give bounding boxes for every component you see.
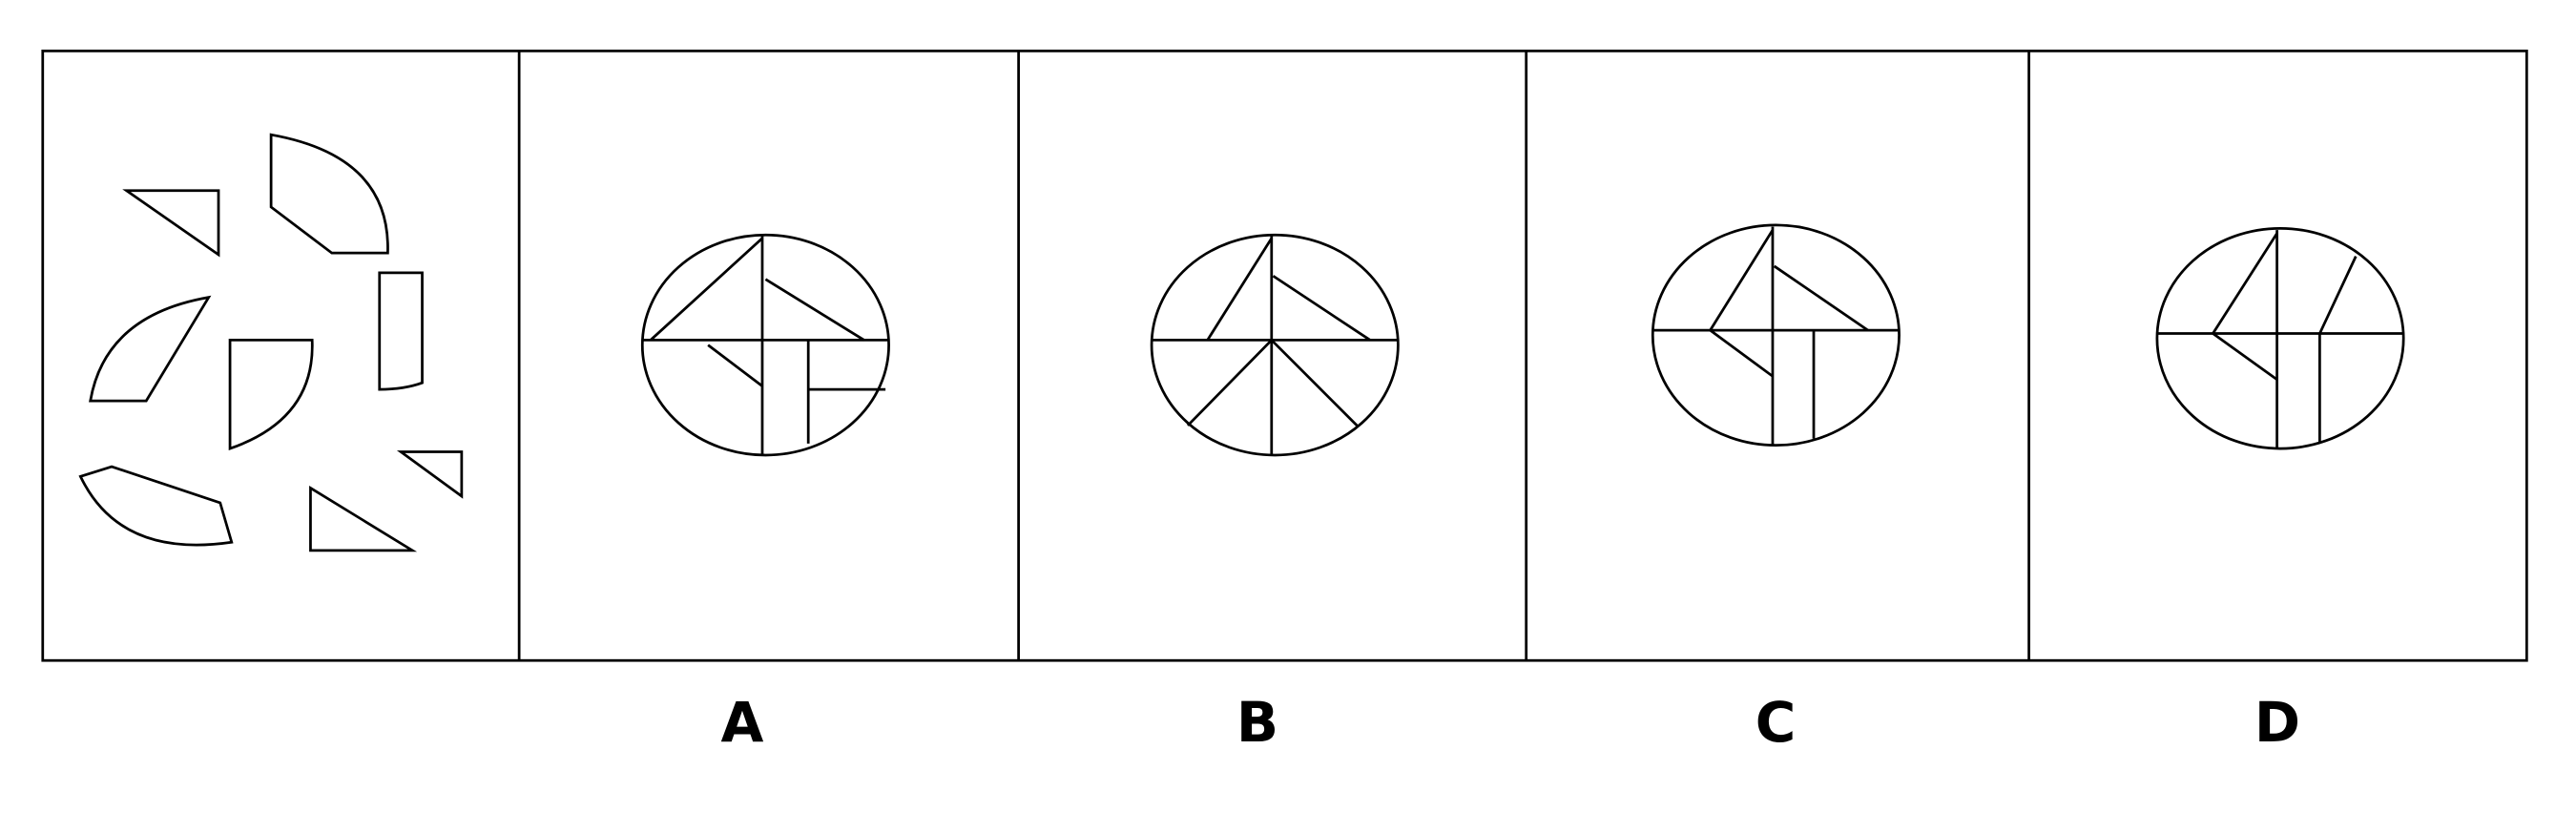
option-c-line [1773,264,1869,332]
option-a-line [764,278,865,342]
option-c-label[interactable]: C [1755,690,1797,755]
option-b-line [1272,275,1371,342]
option-c-circle [1651,223,1901,448]
option-a-line [707,344,763,387]
option-d-label[interactable]: D [2254,690,2301,755]
option-d-line [2318,256,2358,335]
option-d-line [2212,332,2278,381]
piece-sector-4 [78,465,234,547]
option-a-circle [640,233,890,457]
option-d-line [2212,232,2278,335]
piece-sector-3 [228,339,314,451]
option-b-figure [1150,233,1400,457]
piece-sector-1 [269,133,389,255]
option-c-line [1709,328,1774,378]
piece-triangle-1 [122,189,220,258]
option-b-label[interactable]: B [1236,690,1279,755]
panel-frame [41,50,2528,662]
option-b-line [1270,339,1359,427]
option-b-line [1186,339,1273,427]
option-b-line [1206,237,1273,342]
option-d-circle [2155,226,2405,450]
option-a-line [649,237,763,342]
piece-sector-2 [89,295,212,403]
piece-triangle-3 [309,485,418,552]
option-d-figure [2155,226,2405,450]
option-a-figure [640,233,890,457]
piece-triangle-2 [396,450,464,499]
option-b-circle [1150,233,1400,457]
question-pieces [78,133,464,552]
option-c-figure [1651,223,1901,448]
piece-strip-1 [378,271,424,391]
option-a-label[interactable]: A [720,690,764,755]
option-c-line [1709,229,1775,331]
